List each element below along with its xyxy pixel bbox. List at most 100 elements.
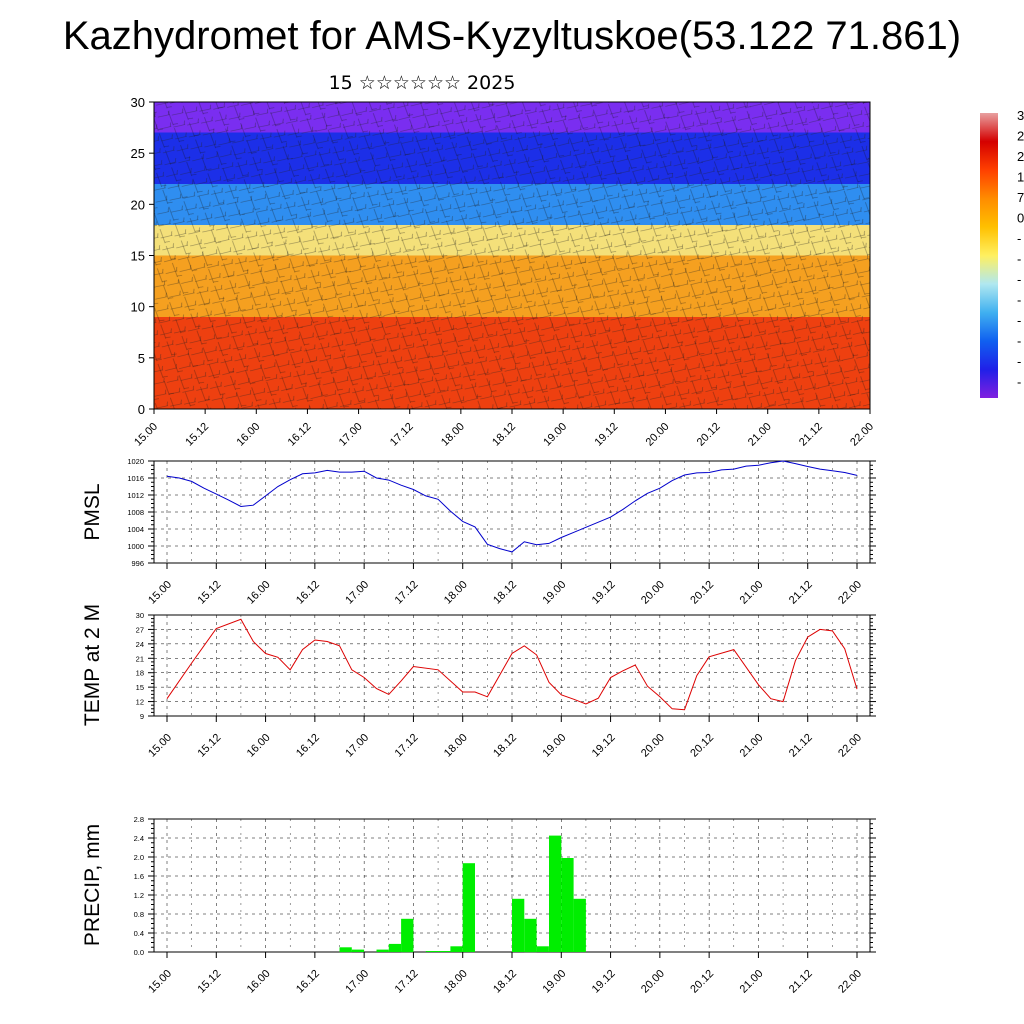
x-tick-label: 18.12 [490,421,518,449]
colorbar-label: 1 [1017,170,1024,185]
chart-title: Kazhydromet for AMS-Kyzyltuskoe(53.122 7… [62,14,962,58]
x-tick-label: 19.12 [590,968,618,996]
precip-bar [425,951,439,952]
x-tick-label: 21.00 [746,421,774,449]
x-tick-label: 21.12 [787,732,815,760]
colorbar-label: - [1017,252,1021,267]
y-tick-label: 25 [131,146,145,161]
y-tick-label: 21 [136,654,144,663]
x-tick-label: 15.12 [183,421,211,449]
y-tick-label: 30 [131,95,145,110]
colorbar-label: 2 [1017,129,1024,144]
colorbar-label: - [1017,313,1021,328]
x-tick-label: 16.00 [245,968,273,996]
x-tick-label: 17.12 [388,421,416,449]
y-tick-label: 15 [136,683,144,692]
y-tick-label: 1.2 [134,891,144,900]
y-tick-label: 1016 [127,474,144,483]
y-tick-label: 20 [131,197,145,212]
precip-bar [462,863,475,952]
y-tick-label: 0 [138,402,145,417]
x-tick-label: 22.00 [836,732,864,760]
y-tick-label: 10 [131,300,145,315]
y-tick-label: 15 [131,249,145,264]
x-tick-label: 20.12 [688,968,716,996]
colorbar-scale [980,113,998,398]
precip-bar [438,951,451,952]
wind-barbs-secondary [154,102,870,409]
x-tick-label: 20.00 [639,968,667,996]
x-tick-label: 15.12 [195,968,223,996]
precip-bar [524,918,537,953]
x-tick-label: 16.00 [245,579,273,607]
y-tick-label: 24 [136,640,144,649]
x-tick-label: 16.12 [294,732,322,760]
colorbar-label: 2 [1017,149,1024,164]
precip-bar [573,898,586,952]
y-tick-label: 30 [136,611,144,620]
precip-bar [339,947,352,953]
y-tick-label: 1012 [127,491,144,500]
x-tick-label: 15.00 [132,421,160,449]
x-tick-label: 19.00 [540,579,568,607]
y-tick-label: 2.8 [134,815,144,824]
x-tick-label: 22.00 [836,968,864,996]
x-tick-label: 17.12 [393,732,421,760]
cross-section-panel: 0 5 10 15 20 25 30 15.00 15.12 16.00 16.12 17.00 17.… [131,95,877,449]
x-tick-label: 19.00 [541,421,569,449]
pmsl-panel: 15.00 15.12 16.00 16.12 17.00 17.12 18.00 18.12… [81,457,876,607]
y-tick-label: 1000 [127,542,144,551]
y-tick-label: 18 [136,669,144,678]
y-tick-label: 1.6 [134,872,144,881]
x-tick-label: 17.00 [337,421,365,449]
precip-bar [450,946,463,952]
series-line [166,618,858,711]
precip-bar [388,943,402,952]
x-tick-label: 20.00 [639,732,667,760]
x-tick-label: 22.00 [848,421,876,449]
x-tick-label: 21.00 [738,968,766,996]
x-tick-label: 20.00 [644,421,672,449]
x-tick-label: 18.00 [442,579,470,607]
x-tick-label: 15.00 [146,968,174,996]
x-tick-label: 16.12 [294,968,322,996]
colorbar-label: - [1017,272,1021,287]
x-tick-label: 21.12 [797,421,825,449]
y-tick-label: 996 [131,559,144,568]
x-tick-label: 19.12 [590,732,618,760]
x-tick-label: 21.12 [787,968,815,996]
precip-bar [561,858,574,952]
temp-panel: 15.00 15.12 16.00 16.12 17.00 17.12 18.00 18.12… [81,604,876,760]
x-tick-label: 17.00 [343,732,371,760]
x-tick-label: 20.12 [688,579,716,607]
precip-bar [512,898,525,952]
y-tick-label: 1004 [127,525,144,534]
x-tick-label: 20.00 [639,579,667,607]
x-tick-label: 16.00 [245,732,273,760]
precip-panel: 15.00 15.12 16.00 16.12 17.00 17.12 18.00 18.12… [81,815,876,996]
x-tick-label: 19.12 [590,579,618,607]
x-tick-label: 20.12 [688,732,716,760]
x-tick-label: 18.00 [442,968,470,996]
y-tick-label: 2.0 [134,853,144,862]
y-tick-label: 12 [136,698,144,707]
precip-bar [376,949,389,952]
x-tick-label: 18.12 [491,732,519,760]
y-axis-title: PMSL [81,483,104,540]
colorbar-label: - [1017,375,1021,390]
y-tick-label: 0.4 [134,929,144,938]
y-tick-label: 1008 [127,508,144,517]
y-tick-label: 0.8 [134,910,144,919]
x-tick-label: 19.00 [540,968,568,996]
x-tick-label: 22.00 [836,579,864,607]
colorbar-label: - [1017,293,1021,308]
y-tick-label: 0.0 [134,948,144,957]
colorbar-label: 0 [1017,211,1024,226]
colorbar: 3 2 2 1 7 0 - - - - - - - - [980,108,1024,398]
x-tick-label: 15.12 [195,579,223,607]
y-tick-label: 9 [140,712,144,721]
x-tick-label: 17.12 [393,968,421,996]
x-tick-label: 18.12 [491,968,519,996]
x-tick-label: 15.00 [146,579,174,607]
